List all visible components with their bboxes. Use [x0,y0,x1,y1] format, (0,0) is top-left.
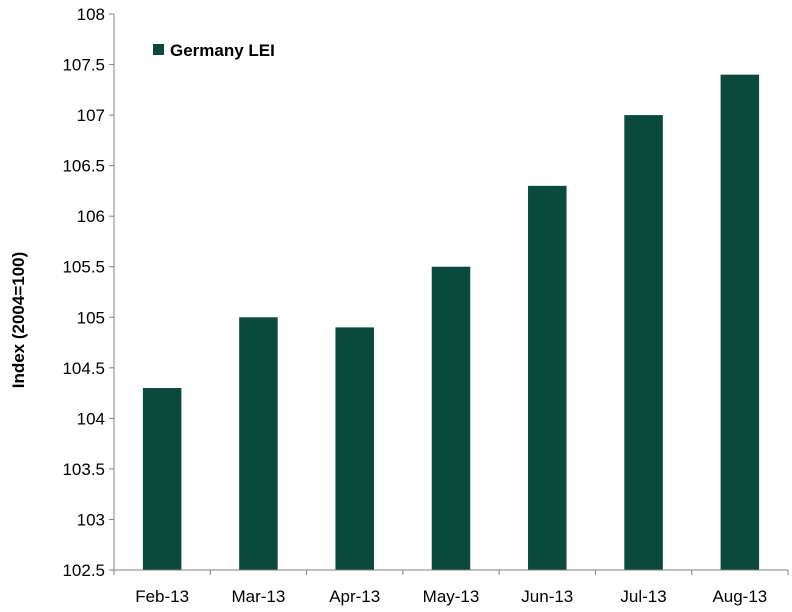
bar-may-13 [431,266,471,570]
x-tick-label: Apr-13 [329,587,380,606]
y-tick-label: 104.5 [62,359,105,378]
y-axis-title: Index (2004=100) [9,252,28,389]
legend-label: Germany LEI [170,41,275,60]
legend: Germany LEI [153,41,275,60]
bar-aug-13 [720,74,760,571]
y-tick-label: 103.5 [62,460,105,479]
x-tick-label: Feb-13 [135,587,189,606]
axes-group [113,14,788,571]
bar-apr-13 [335,327,374,570]
y-tick-label: 103 [77,510,105,529]
x-tick-label: May-13 [423,587,480,606]
bars-group [142,74,760,571]
y-tick-label: 107 [77,106,105,125]
y-tick-label: 106 [77,207,105,226]
y-tick-label: 108 [77,5,105,24]
bar-feb-13 [142,388,182,570]
bar-jun-13 [528,185,567,570]
x-ticks-group: Feb-13 Mar-13 Apr-13 May-13 Jun-13 Jul-13 Aug-… [113,570,789,606]
y-tick-label: 105.5 [62,258,105,277]
bar-mar-13 [239,317,278,570]
y-ticks-group: 102.5 103 103.5 104 104.5 105 105.5 106 106.5 107… [62,5,114,580]
y-tick-label: 104 [77,409,105,428]
y-tick-label: 105 [77,308,105,327]
y-tick-label: 102.5 [62,561,105,580]
y-tick-label: 107.5 [62,56,105,75]
x-tick-label: Jul-13 [620,587,666,606]
x-tick-label: Mar-13 [231,587,285,606]
y-tick-label: 106.5 [62,157,105,176]
legend-swatch [153,44,164,55]
x-tick-label: Aug-13 [712,587,767,606]
bar-jul-13 [624,115,663,570]
x-tick-label: Jun-13 [521,587,573,606]
